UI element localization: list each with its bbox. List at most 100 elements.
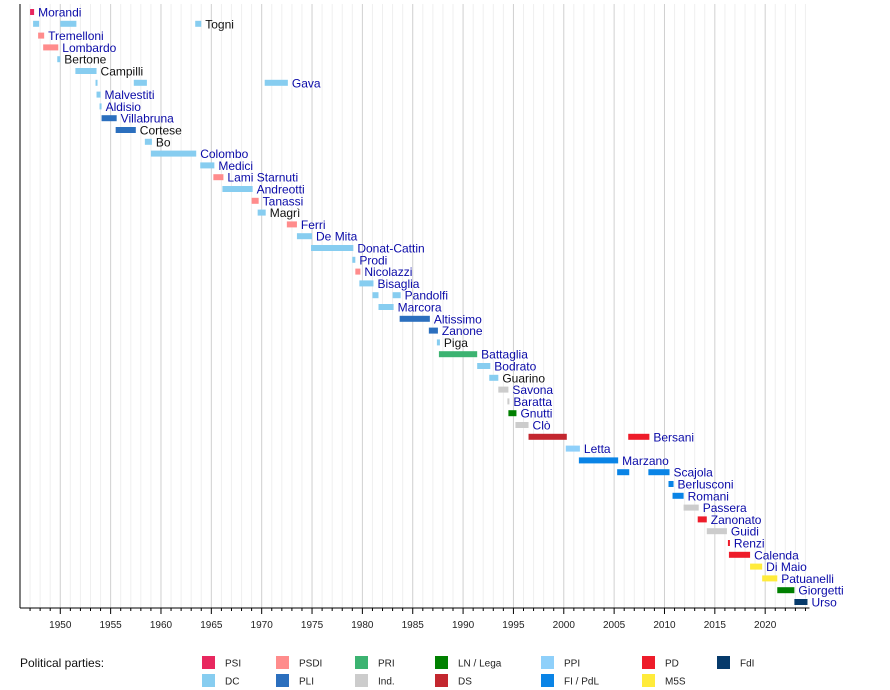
legend-swatch — [435, 656, 448, 669]
minister-label: Marcora — [398, 301, 442, 315]
tenure-bar — [38, 32, 45, 39]
tenure-bar — [352, 256, 356, 263]
tenure-bar — [311, 245, 354, 251]
tenure-bar — [95, 79, 98, 86]
tenure-bar — [75, 68, 97, 74]
tenure-bar — [762, 575, 778, 582]
x-tick-label: 1965 — [200, 620, 223, 631]
tenure-bar — [60, 20, 77, 27]
legend-swatch — [642, 656, 655, 669]
minister-label: Renzi — [734, 537, 765, 551]
x-tick-label: 1980 — [351, 620, 374, 631]
tenure-bar — [706, 528, 727, 535]
tenure-bar — [578, 457, 619, 464]
legend-label: DS — [458, 677, 472, 688]
tenure-bar — [528, 433, 567, 440]
tenure-bar — [477, 363, 491, 369]
tenure-bar — [378, 304, 394, 310]
legend-label: FI / PdL — [564, 677, 599, 688]
legend-label: LN / Lega — [458, 659, 502, 670]
legend-swatch — [642, 674, 655, 687]
legend-swatch — [541, 656, 554, 669]
tenure-bar — [257, 209, 266, 216]
tenure-bar — [507, 398, 510, 405]
legend-swatch — [355, 674, 368, 687]
tenure-bar — [222, 186, 253, 192]
minister-label: Guarino — [502, 371, 545, 385]
minister-label: Zanone — [442, 324, 483, 338]
minister-label: Clò — [533, 419, 551, 433]
minister-label: Bertone — [64, 53, 106, 67]
tenure-bar — [144, 138, 152, 145]
tenure-bar — [264, 79, 288, 86]
x-tick-label: 2010 — [653, 620, 676, 631]
tenure-bar — [683, 504, 699, 511]
legend-label: DC — [225, 677, 239, 688]
legend-swatch — [202, 656, 215, 669]
minister-label: Marzano — [622, 454, 669, 468]
tenure-bar — [777, 587, 795, 594]
minister-label: Cortese — [140, 124, 182, 138]
minister-label: Ferri — [301, 218, 326, 232]
tenure-bar — [565, 445, 580, 452]
tenure-bar — [697, 516, 707, 523]
x-tick-label: 2000 — [553, 620, 576, 631]
minister-label: Malvestiti — [105, 88, 155, 102]
x-tick-label: 1995 — [502, 620, 525, 631]
minister-label: Passera — [703, 501, 747, 515]
tenure-bar — [438, 351, 478, 358]
x-tick-label: 1970 — [251, 620, 274, 631]
minister-label: Di Maio — [766, 560, 807, 574]
minister-label: Bisaglia — [377, 277, 419, 291]
minister-label: Prodi — [359, 253, 387, 267]
tenure-bar — [286, 221, 297, 228]
minister-label: Nicolazzi — [364, 265, 412, 279]
x-tick-label: 1960 — [150, 620, 173, 631]
tenure-bar — [33, 20, 40, 27]
minister-label: Zanonato — [711, 513, 762, 527]
minister-label: Lombardo — [62, 41, 116, 55]
minister-label: Piga — [444, 336, 468, 350]
minister-label: Andreotti — [257, 183, 305, 197]
minister-label: Tanassi — [263, 194, 304, 208]
minister-label: Gava — [292, 76, 321, 90]
legend-label: M5S — [665, 677, 686, 688]
tenure-bar — [392, 292, 401, 299]
tenure-bar — [355, 268, 361, 275]
minister-label: Medici — [218, 159, 253, 173]
legend-label: PRI — [378, 659, 395, 670]
tenure-bar — [728, 551, 751, 558]
legend-swatch — [276, 656, 289, 669]
x-tick-label: 2015 — [704, 620, 727, 631]
legend-label: PSI — [225, 659, 241, 670]
minister-label: Letta — [584, 442, 611, 456]
tenure-bar — [794, 599, 808, 605]
tenure-bar — [43, 44, 59, 51]
tenure-bar — [195, 20, 202, 27]
minister-label: Bo — [156, 135, 171, 149]
tenure-bar — [399, 315, 430, 322]
legend-swatch — [435, 674, 448, 687]
tenure-bar — [628, 433, 650, 440]
tenure-bar — [668, 481, 674, 487]
tenure-bar — [515, 422, 529, 428]
tenure-bar — [359, 280, 374, 287]
minister-label: Bersani — [653, 430, 694, 444]
legend-swatch — [202, 674, 215, 687]
minister-label: Altissimo — [434, 312, 482, 326]
legend-label: PSDI — [299, 659, 322, 670]
tenure-bar — [115, 127, 136, 133]
x-tick-label: 1950 — [49, 620, 72, 631]
tenure-bar — [150, 150, 197, 157]
tenure-bar — [30, 9, 35, 15]
minister-label: Campilli — [101, 65, 144, 79]
minister-label: Baratta — [513, 395, 552, 409]
minister-label: Aldisio — [106, 100, 142, 114]
tenure-bar — [648, 469, 670, 476]
minister-label: Bodrato — [494, 360, 536, 374]
minister-label: Magrì — [270, 206, 301, 220]
minister-label: Scajola — [674, 466, 714, 480]
tenure-bar — [672, 492, 684, 499]
minister-label: Lami Starnuti — [227, 171, 298, 185]
